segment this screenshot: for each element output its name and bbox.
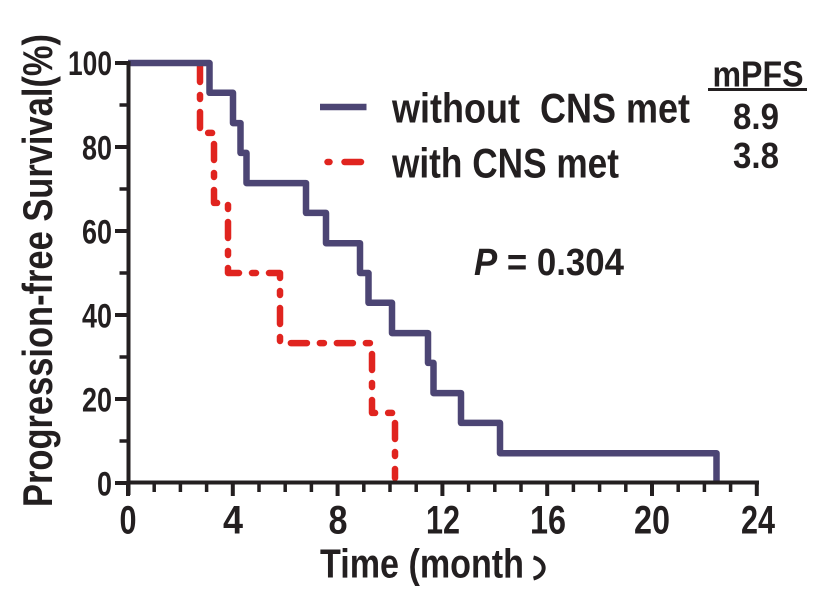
svg-text:Progression-free Survival(%): Progression-free Survival(%) <box>14 34 61 507</box>
svg-text:24: 24 <box>741 499 776 543</box>
svg-text:mPFS: mPFS <box>713 54 804 95</box>
svg-text:8: 8 <box>329 499 348 543</box>
svg-text:12: 12 <box>426 499 460 543</box>
svg-text:0: 0 <box>97 466 112 504</box>
svg-text:8.9: 8.9 <box>733 96 779 137</box>
svg-text:0: 0 <box>120 499 137 543</box>
svg-text:100: 100 <box>68 45 112 83</box>
svg-text:P = 0.304: P = 0.304 <box>474 242 624 284</box>
svg-text:40: 40 <box>82 298 112 336</box>
svg-text:3.8: 3.8 <box>733 135 779 176</box>
svg-text:with CNS met: with CNS met <box>391 140 619 187</box>
svg-text:Time (month: Time (month <box>320 541 524 587</box>
svg-text:4: 4 <box>223 499 244 543</box>
svg-text:60: 60 <box>82 214 112 252</box>
svg-text:without CNS met: without CNS met <box>391 85 690 132</box>
svg-text:80: 80 <box>82 130 112 168</box>
svg-text:20: 20 <box>634 499 670 543</box>
svg-text:20: 20 <box>82 382 112 420</box>
svg-text:16: 16 <box>530 499 566 543</box>
